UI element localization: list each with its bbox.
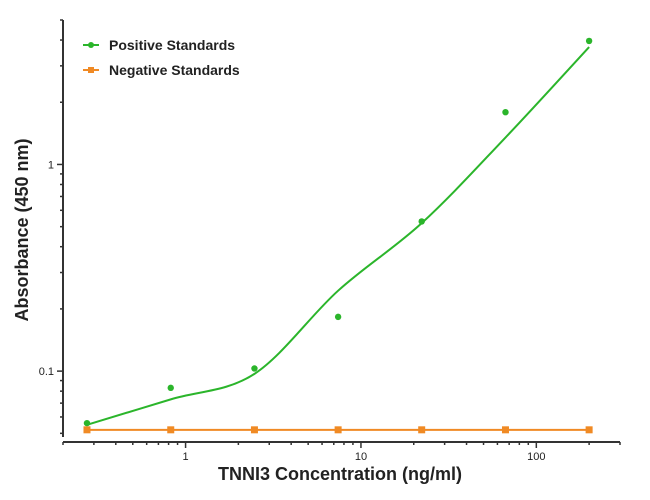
negative-point <box>83 426 91 434</box>
negative-point <box>585 426 593 434</box>
marks <box>83 37 593 434</box>
x-tick-label: 10 <box>355 451 367 463</box>
legend-marker-positive <box>88 42 94 48</box>
legend-item-negative: Negative Standards <box>83 62 240 78</box>
positive-point <box>83 419 91 427</box>
legend-label-negative: Negative Standards <box>109 62 240 78</box>
x-tick-label: 100 <box>527 451 545 463</box>
y-tick-label: 1 <box>48 159 54 171</box>
y-axis-label: Absorbance (450 nm) <box>12 138 32 321</box>
x-axis-label: TNNI3 Concentration (ng/ml) <box>218 464 462 484</box>
positive-point <box>167 384 174 392</box>
positive-fit-curve <box>86 46 590 426</box>
negative-point <box>418 426 426 434</box>
x-tick-label: 1 <box>183 451 189 463</box>
positive-point <box>334 313 342 321</box>
negative-point <box>250 426 258 434</box>
positive-point <box>585 37 593 45</box>
positive-point <box>418 218 425 225</box>
legend-label-positive: Positive Standards <box>109 37 235 53</box>
legend-marker-negative <box>88 67 94 73</box>
legend-item-positive: Positive Standards <box>83 37 235 53</box>
negative-point <box>167 426 175 434</box>
y-tick-label: 0.1 <box>39 366 54 378</box>
negative-point <box>501 426 509 434</box>
legend: Positive Standards Negative Standards <box>83 37 240 78</box>
axes: 0.1 1 1 10 100 <box>39 19 621 463</box>
negative-point <box>334 426 342 434</box>
positive-point <box>251 365 258 372</box>
positive-point <box>502 108 509 116</box>
